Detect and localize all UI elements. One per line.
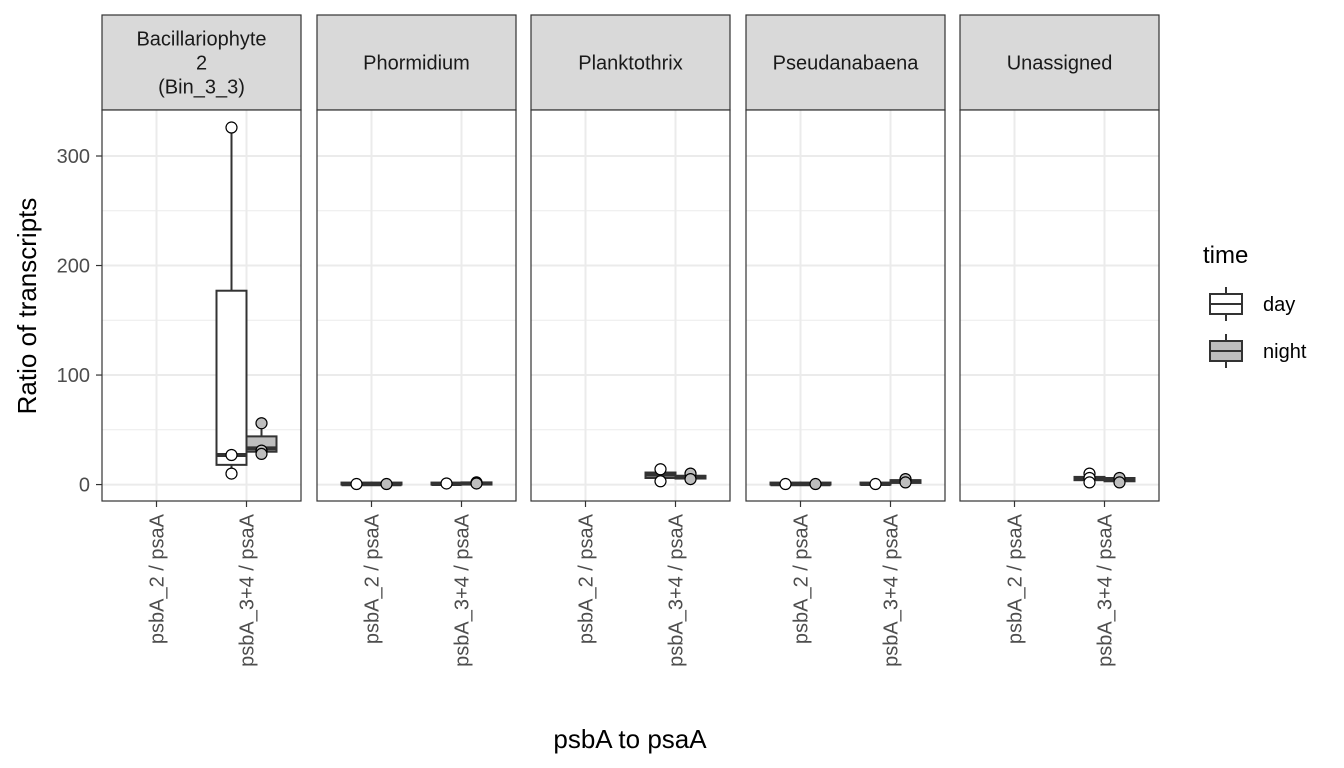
- facet-strip-label: 2: [196, 53, 207, 75]
- facet-strip-label: Bacillariophyte: [136, 29, 266, 51]
- data-point-day: [779, 477, 792, 491]
- data-point-day: [225, 448, 238, 462]
- panel-background: [531, 110, 730, 501]
- data-point-night: [470, 477, 483, 490]
- x-axis-title: psbA to psaA: [553, 724, 707, 754]
- x-tick-label: psbA_2 / psaA: [362, 513, 384, 644]
- y-tick-label: 0: [79, 475, 90, 497]
- legend-key-night: [1209, 334, 1243, 368]
- y-tick-label: 200: [57, 256, 90, 278]
- facet-strip-label: (Bin_3_3): [158, 77, 245, 99]
- x-tick-label: psbA_3+4 / psaA: [881, 513, 903, 667]
- x-tick-label: psbA_2 / psaA: [576, 513, 598, 644]
- data-point-day: [654, 463, 667, 476]
- data-point-day: [654, 475, 667, 488]
- facet-panel: Planktothrix psbA_2 / psaA psbA_3+4 / psaA: [530, 14, 731, 667]
- data-point-day: [350, 477, 363, 491]
- y-axis: 0 100 200 300: [57, 146, 102, 497]
- facet-strip-label: Phormidium: [363, 53, 470, 75]
- y-tick-label: 100: [57, 365, 90, 387]
- facet-panel: Phormidium psbA_2 / psaA psbA_3+4 / psaA: [316, 14, 517, 667]
- panel-background: [746, 110, 945, 501]
- x-tick-label: psbA_3+4 / psaA: [1095, 513, 1117, 667]
- data-point-day: [225, 467, 238, 480]
- data-point-day: [225, 121, 238, 134]
- legend-label-night: night: [1263, 341, 1307, 363]
- data-point-day: [869, 477, 882, 491]
- facet-strip: [959, 14, 1160, 111]
- x-tick-label: psbA_3+4 / psaA: [452, 513, 474, 667]
- x-tick-label: psbA_2 / psaA: [147, 513, 169, 644]
- x-tick-label: psbA_3+4 / psaA: [237, 513, 259, 667]
- x-tick-label: psbA_3+4 / psaA: [666, 513, 688, 667]
- facet-panel: Pseudanabaena psbA_2 / psaA psbA_3+4 / psa…: [745, 14, 946, 667]
- legend-key-day: [1209, 287, 1243, 321]
- legend: time day night: [1203, 242, 1307, 368]
- y-tick-label: 300: [57, 146, 90, 168]
- data-point-night: [1113, 476, 1126, 489]
- legend-title: time: [1203, 242, 1248, 269]
- data-point-night: [380, 477, 393, 491]
- y-axis-title: Ratio of transcripts: [12, 198, 42, 415]
- panel-background: [960, 110, 1159, 501]
- panel-border: [530, 109, 731, 502]
- facet-strip-label: Unassigned: [1007, 53, 1113, 75]
- panel-border: [959, 109, 1160, 502]
- data-point-night: [899, 476, 912, 489]
- data-point-night: [684, 472, 697, 486]
- facet-strip: [745, 14, 946, 111]
- data-point-night: [809, 477, 822, 491]
- panel-border: [316, 109, 517, 502]
- facet-strip-label: Pseudanabaena: [773, 53, 920, 75]
- facet-panel: Unassigned psbA_2 / psaA psbA_3+4 / psaA: [959, 14, 1160, 667]
- box-day: [215, 289, 248, 466]
- x-tick-label: psbA_2 / psaA: [791, 513, 813, 644]
- facet-strip: [101, 14, 302, 111]
- x-tick-label: psbA_2 / psaA: [1005, 513, 1027, 644]
- data-point-day: [1083, 476, 1096, 489]
- facet-strip: [316, 14, 517, 111]
- data-point-day: [440, 477, 453, 490]
- panel-border: [745, 109, 946, 502]
- data-point-night: [255, 417, 268, 430]
- panel-border: [101, 109, 302, 502]
- data-point-night: [255, 447, 268, 461]
- facet-strip-label: Planktothrix: [578, 53, 683, 75]
- legend-label-day: day: [1263, 294, 1295, 316]
- panel-background: [317, 110, 516, 501]
